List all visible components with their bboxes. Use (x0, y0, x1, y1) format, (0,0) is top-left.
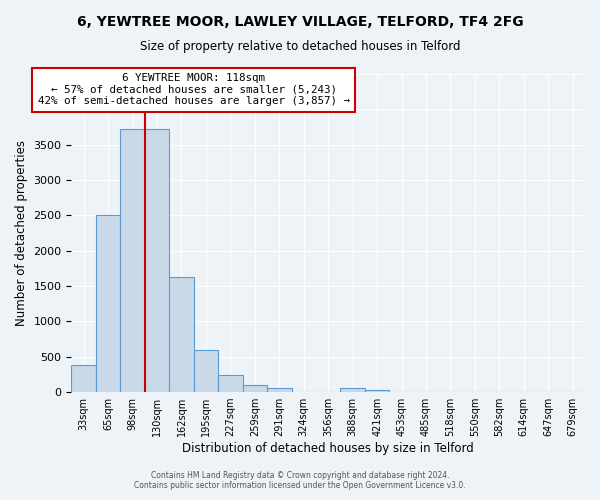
Bar (121, 129, 145, 392)
Bar (242, 385, 267, 392)
X-axis label: Distribution of detached houses by size in Telford: Distribution of detached houses by size … (182, 442, 474, 455)
Bar (96, 216, 121, 392)
Bar (194, 350, 218, 392)
Bar (218, 375, 242, 392)
Bar (267, 388, 292, 392)
Bar (365, 390, 389, 392)
Text: 6, YEWTREE MOOR, LAWLEY VILLAGE, TELFORD, TF4 2FG: 6, YEWTREE MOOR, LAWLEY VILLAGE, TELFORD… (77, 15, 523, 29)
Bar (340, 388, 365, 392)
Y-axis label: Number of detached properties: Number of detached properties (15, 140, 28, 326)
Text: Size of property relative to detached houses in Telford: Size of property relative to detached ho… (140, 40, 460, 53)
Bar (71, 365, 96, 392)
Text: 6 YEWTREE MOOR: 118sqm
← 57% of detached houses are smaller (5,243)
42% of semi-: 6 YEWTREE MOOR: 118sqm ← 57% of detached… (38, 73, 350, 106)
Bar (145, 129, 169, 392)
Bar (169, 277, 194, 392)
Text: Contains HM Land Registry data © Crown copyright and database right 2024.
Contai: Contains HM Land Registry data © Crown c… (134, 470, 466, 490)
